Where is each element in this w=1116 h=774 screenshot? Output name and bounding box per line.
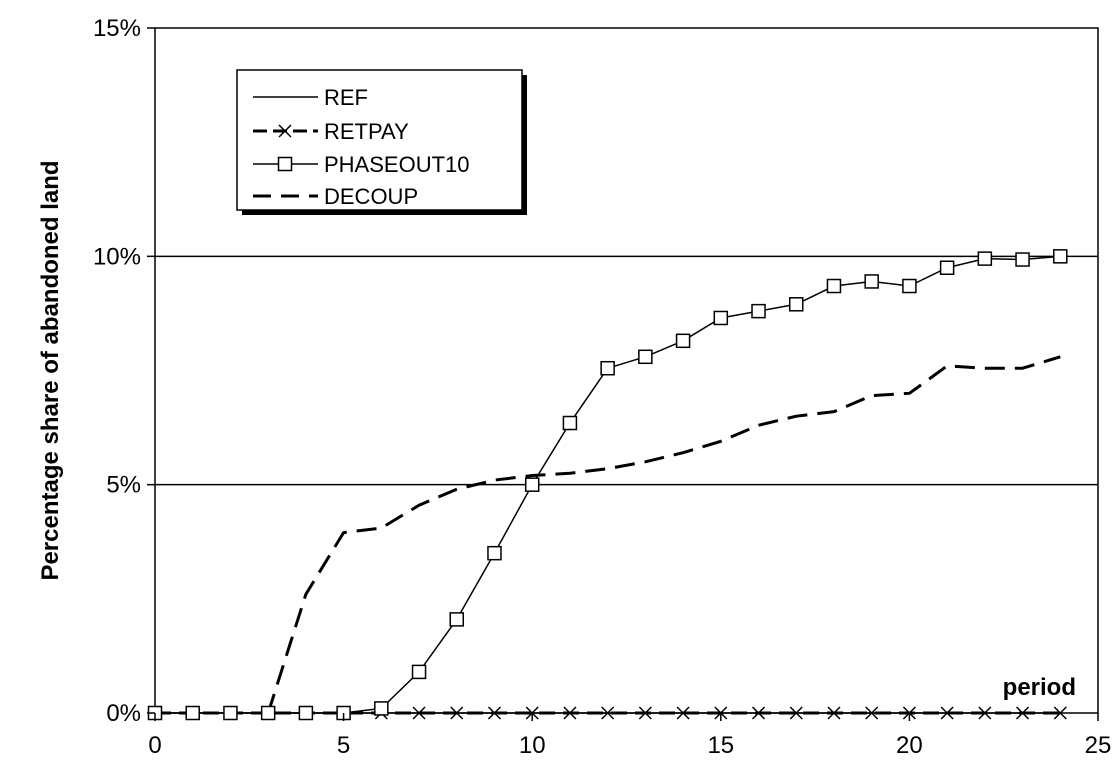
y-tick-label: 15%: [93, 15, 141, 42]
data-point-retpay: [1016, 706, 1030, 720]
data-point-phaseout10: [223, 705, 238, 721]
x-tick-label: 5: [337, 732, 350, 759]
data-point-phaseout10: [298, 705, 314, 721]
data-point-phaseout10: [562, 415, 578, 431]
data-point-retpay: [638, 706, 652, 720]
data-point-retpay: [450, 706, 464, 720]
data-point-retpay: [487, 706, 502, 720]
data-point-phaseout10: [788, 297, 804, 312]
y-axis-label: Percentage share of abandoned land: [37, 160, 64, 580]
data-point-phaseout10: [374, 701, 389, 716]
x-tick-label: 10: [519, 732, 546, 759]
data-point-phaseout10: [185, 705, 200, 721]
series-line-decoup: [266, 355, 1061, 714]
data-point-phaseout10: [487, 545, 502, 561]
x-axis-label: period: [1003, 674, 1076, 701]
x-tick-label: 0: [148, 732, 161, 759]
data-point-retpay: [1053, 706, 1067, 720]
series-phaseout10: [147, 249, 1068, 721]
data-point-retpay: [865, 706, 879, 720]
x-tick-label: 15: [707, 732, 734, 759]
data-point-phaseout10: [600, 360, 615, 376]
data-point-retpay: [940, 706, 954, 720]
legend-label-retpay: RETPAY: [324, 119, 409, 144]
legend-label-decoup: DECOUP: [324, 184, 418, 209]
data-point-retpay: [751, 706, 766, 720]
x-tick-label: 20: [896, 732, 923, 759]
legend-item-decoup: DECOUP: [253, 184, 418, 209]
data-point-retpay: [601, 706, 615, 720]
data-point-phaseout10: [826, 278, 842, 294]
data-point-phaseout10: [411, 664, 427, 680]
legend-marker-phaseout10: [277, 156, 293, 172]
data-point-phaseout10: [1053, 249, 1068, 264]
legend-label-ref: REF: [324, 85, 368, 110]
data-point-retpay: [978, 706, 992, 720]
data-point-phaseout10: [675, 333, 691, 349]
series-decoup: [266, 355, 1061, 714]
legend-item-ref: REF: [253, 85, 368, 110]
legend-item-phaseout10: PHASEOUT10: [253, 152, 470, 177]
legend-item-retpay: RETPAY: [253, 119, 409, 144]
data-point-phaseout10: [977, 251, 993, 266]
legend-label-phaseout10: PHASEOUT10: [324, 152, 470, 177]
y-tick-label: 10%: [93, 243, 141, 270]
legend-box: [236, 69, 523, 211]
data-point-phaseout10: [260, 705, 276, 721]
data-point-phaseout10: [939, 260, 955, 275]
data-point-phaseout10: [713, 310, 729, 326]
data-point-phaseout10: [1015, 252, 1030, 267]
y-tick-label: 5%: [106, 472, 141, 499]
data-point-phaseout10: [864, 274, 879, 289]
data-point-retpay: [789, 706, 803, 720]
legend-marker-retpay: [278, 124, 292, 138]
data-point-phaseout10: [638, 349, 653, 365]
data-point-retpay: [827, 706, 841, 720]
data-point-retpay: [563, 706, 577, 720]
y-tick-label: 0%: [106, 700, 141, 727]
data-point-phaseout10: [902, 278, 917, 294]
data-point-phaseout10: [751, 303, 766, 319]
data-point-retpay: [412, 706, 426, 720]
x-tick-label: 25: [1085, 732, 1112, 759]
data-point-retpay: [676, 706, 690, 720]
data-point-phaseout10: [524, 477, 540, 492]
data-point-phaseout10: [449, 612, 465, 627]
